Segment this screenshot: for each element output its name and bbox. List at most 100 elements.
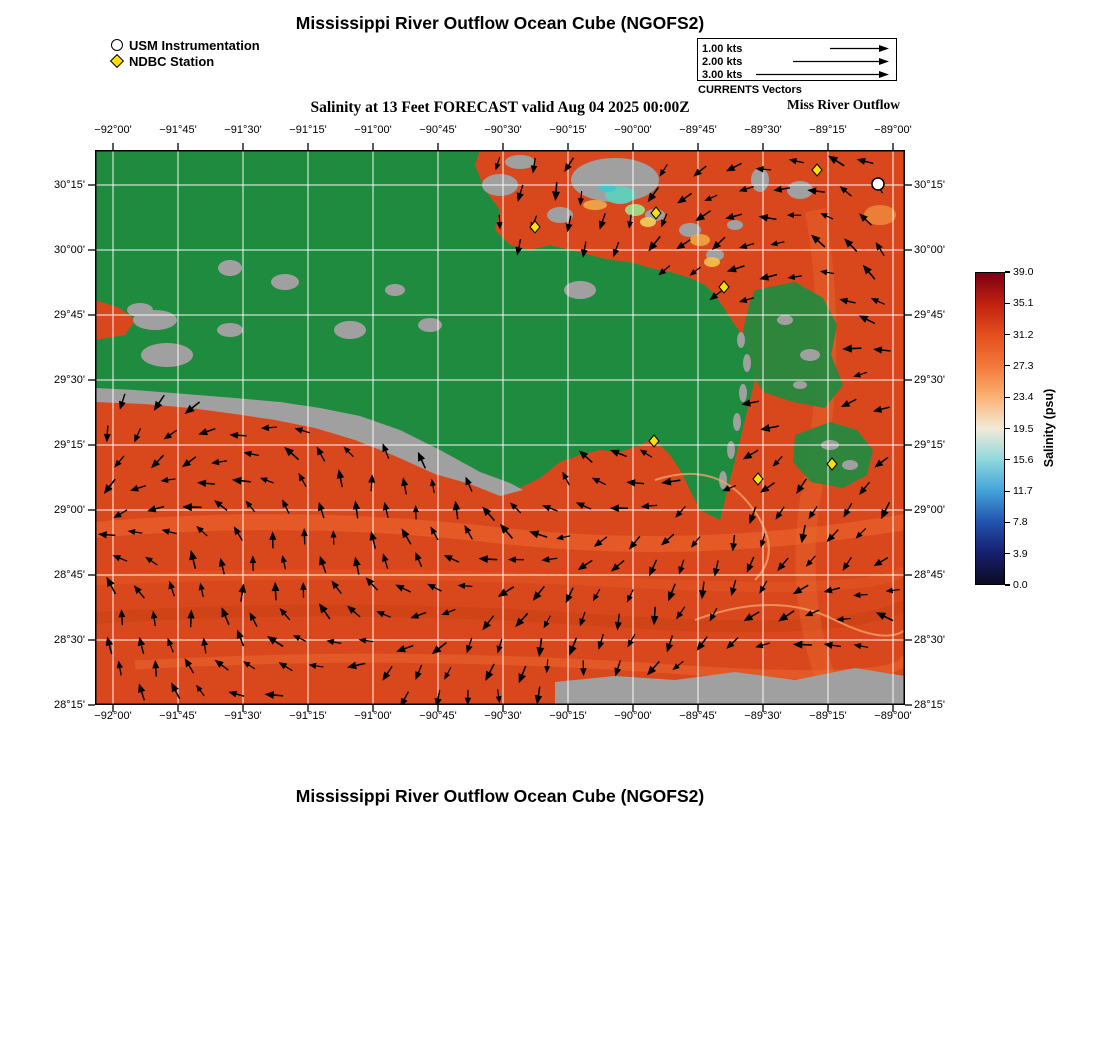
current-vector-arrow	[214, 659, 229, 671]
arrowhead-icon	[879, 71, 889, 78]
current-vector-arrow	[859, 481, 871, 495]
legend-ndbc-label: NDBC Station	[129, 53, 215, 69]
colorbar-tick-mark	[1005, 302, 1010, 304]
current-vector-arrow	[842, 344, 862, 353]
current-vector-arrow	[97, 531, 116, 539]
lon-tick-label-bottom: −92°00'	[94, 710, 132, 722]
current-vector-arrow	[839, 297, 856, 305]
current-vector-arrow	[497, 586, 515, 597]
lat-tick-label-left: 28°15'	[54, 699, 85, 711]
current-vector-arrow	[103, 478, 116, 494]
current-vector-arrow	[280, 555, 287, 570]
current-vector-arrow	[597, 634, 605, 650]
current-vector-arrow	[218, 557, 226, 575]
current-vector-arrow	[221, 607, 230, 625]
current-vector-arrow	[626, 589, 634, 603]
arrowhead-icon	[879, 58, 889, 65]
current-vector-arrow	[805, 555, 816, 567]
current-vector-arrow	[564, 157, 575, 173]
current-vectors	[97, 155, 900, 705]
current-vector-arrow	[465, 476, 473, 492]
current-vector-arrow	[577, 559, 593, 571]
current-vector-arrow	[575, 502, 592, 510]
current-vector-arrow	[167, 637, 174, 653]
lon-tick-label-bottom: −91°15'	[289, 710, 327, 722]
current-vector-arrow	[137, 636, 146, 655]
current-vector-arrow	[415, 664, 423, 680]
current-vector-arrow	[870, 298, 885, 305]
lon-tick-label-top: −89°45'	[679, 124, 717, 136]
marsh-patches	[743, 282, 873, 488]
current-vector-arrow	[544, 659, 551, 674]
current-vector-arrow	[672, 660, 684, 671]
current-vector-arrow	[269, 531, 277, 549]
current-vector-arrow	[308, 662, 324, 669]
current-vector-arrow	[839, 186, 852, 197]
current-vector-arrow	[658, 265, 671, 276]
current-vector-arrow	[499, 523, 514, 539]
current-vector-arrow	[862, 264, 876, 280]
colorbar-tick-mark	[1005, 365, 1010, 367]
current-vector-arrow	[840, 398, 857, 408]
salinity-fronts	[654, 472, 905, 637]
current-vector-arrow	[352, 500, 361, 519]
current-vector-arrow	[880, 501, 891, 520]
current-vector-arrow	[759, 533, 766, 548]
current-vector-arrow	[661, 477, 681, 486]
lon-tick-label-bottom: −89°15'	[809, 710, 847, 722]
current-vector-arrow	[197, 479, 215, 488]
vector-scale-arrows	[756, 45, 889, 78]
current-vector-arrow	[792, 640, 812, 649]
current-vector-arrow	[565, 215, 573, 233]
current-vector-arrow	[738, 296, 755, 304]
current-vector-arrow	[592, 588, 601, 602]
current-vector-arrow	[343, 446, 354, 458]
current-vector-arrow	[627, 633, 636, 648]
lon-tick-label-top: −91°15'	[289, 124, 327, 136]
current-vector-arrow	[610, 559, 625, 572]
current-vector-arrow	[415, 551, 423, 568]
usm-circle-icon	[111, 39, 123, 51]
current-vector-arrow	[677, 192, 693, 204]
map-plot	[88, 143, 912, 712]
current-vector-arrow	[369, 530, 377, 549]
current-vector-arrow	[444, 666, 452, 680]
current-vector-arrow	[358, 637, 374, 644]
bottom-gray-band	[555, 668, 905, 705]
current-vector-arrow	[532, 585, 545, 601]
current-vector-arrow	[758, 214, 777, 222]
lat-tick-label-right: 29°30'	[914, 374, 945, 386]
current-vector-arrow	[541, 555, 558, 563]
vector-scale-row: 3.00 kts	[702, 68, 742, 81]
colorbar-tick-mark	[1005, 396, 1010, 398]
current-vector-arrow	[675, 506, 686, 518]
delta-levees	[719, 332, 751, 489]
current-vector-arrow	[843, 502, 853, 518]
current-vector-arrow	[242, 661, 256, 670]
current-vector-arrow	[507, 556, 524, 563]
plot-border	[95, 150, 905, 705]
current-vector-arrow	[464, 525, 473, 540]
inland-lakes	[127, 260, 442, 367]
current-vector-arrow	[353, 556, 361, 575]
lat-tick-label-right: 28°30'	[914, 634, 945, 646]
current-vector-arrow	[264, 691, 284, 699]
colorbar-tick-mark	[1005, 553, 1010, 555]
current-vector-arrow	[464, 689, 472, 705]
current-vector-arrow	[171, 682, 181, 700]
current-vector-arrow	[201, 637, 209, 654]
lon-tick-label-bottom: −90°00'	[614, 710, 652, 722]
current-vector-arrow	[593, 536, 608, 547]
current-vector-arrow	[147, 505, 165, 513]
current-vector-arrow	[709, 607, 718, 622]
current-vector-arrow	[376, 611, 391, 618]
current-vector-arrow	[536, 637, 545, 658]
axis-tick-marks	[88, 143, 912, 712]
colorbar-tick-mark	[1005, 427, 1010, 430]
vector-scale-label: 2.00 kts	[702, 55, 743, 68]
current-vector-arrow	[792, 584, 809, 595]
current-vector-arrow	[565, 587, 574, 604]
lon-tick-label-bottom: −90°15'	[549, 710, 587, 722]
map-subtitle: Salinity at 13 Feet FORECAST valid Aug 0…	[310, 99, 690, 116]
